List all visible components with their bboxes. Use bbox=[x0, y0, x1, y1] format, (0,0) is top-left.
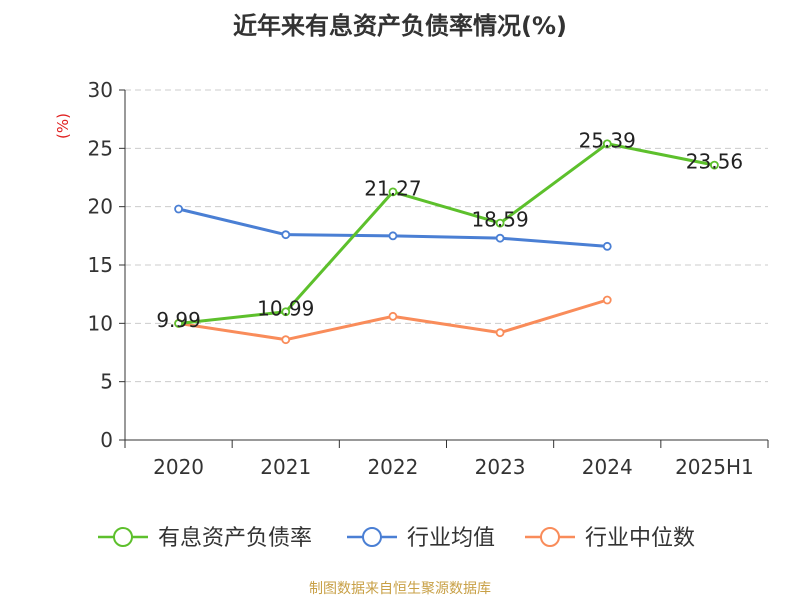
data-point bbox=[495, 218, 505, 228]
legend-label: 行业中位数 bbox=[585, 526, 695, 551]
data-point bbox=[602, 139, 612, 149]
legend-label: 有息资产负债率 bbox=[158, 526, 312, 551]
x-tick-label: 2021 bbox=[260, 455, 311, 479]
legend: 有息资产负债率 行业均值 行业中位数 bbox=[98, 526, 695, 551]
data-label: 23.56 bbox=[686, 150, 743, 174]
y-tick-label: 0 bbox=[100, 428, 113, 452]
y-tick-label: 30 bbox=[88, 78, 113, 102]
data-point bbox=[710, 160, 719, 170]
data-point bbox=[174, 204, 183, 214]
data-point bbox=[495, 233, 505, 243]
y-axis-title: (%) bbox=[54, 113, 72, 139]
legend-label: 行业均值 bbox=[407, 526, 495, 551]
y-tick-label: 10 bbox=[88, 311, 113, 335]
data-label: 18.59 bbox=[471, 208, 528, 232]
source-note: 制图数据来自恒生聚源数据库 bbox=[309, 581, 491, 597]
data-point bbox=[281, 335, 291, 345]
data-point bbox=[495, 328, 505, 338]
data-labels: 9.99 10.99 21.27 18.59 25.39 23.56 bbox=[156, 128, 743, 332]
data-point bbox=[388, 187, 398, 197]
data-point bbox=[388, 231, 398, 241]
y-tick-label: 15 bbox=[88, 253, 113, 277]
chart-title: 近年来有息资产负债率情况(%) bbox=[233, 12, 567, 40]
series-line bbox=[178, 142, 715, 325]
series-lines bbox=[174, 139, 719, 345]
legend-swatch-marker bbox=[362, 527, 382, 547]
x-tick-label: 2024 bbox=[582, 455, 633, 479]
x-tick-label: 2023 bbox=[475, 455, 526, 479]
data-point bbox=[388, 311, 398, 321]
data-point bbox=[602, 241, 612, 251]
data-point bbox=[281, 230, 291, 240]
data-point bbox=[602, 295, 612, 305]
y-tick-label: 5 bbox=[100, 370, 113, 394]
axes: 0 5 10 15 20 25 30 (%) 2020 2021 2022 2023 2024 2025H… bbox=[54, 78, 769, 479]
data-point bbox=[281, 307, 291, 317]
series-line bbox=[178, 207, 608, 248]
data-label: 9.99 bbox=[156, 308, 201, 332]
data-point bbox=[174, 319, 183, 328]
y-tick-label: 25 bbox=[88, 136, 113, 160]
data-label: 21.27 bbox=[364, 176, 421, 200]
x-tick-label: 2025H1 bbox=[675, 455, 754, 479]
data-label: 25.39 bbox=[579, 128, 636, 152]
y-tick-label: 20 bbox=[88, 195, 113, 219]
legend-swatch-marker bbox=[540, 527, 560, 547]
legend-swatch-marker bbox=[113, 527, 133, 547]
x-tick-label: 2022 bbox=[367, 455, 418, 479]
data-label: 10.99 bbox=[257, 296, 314, 320]
x-tick-label: 2020 bbox=[153, 455, 204, 479]
